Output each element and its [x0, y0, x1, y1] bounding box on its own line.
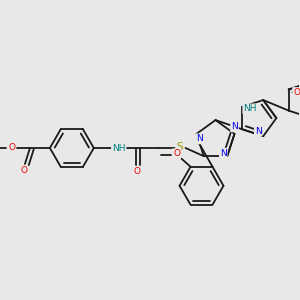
Text: N: N: [220, 149, 226, 158]
Text: NH: NH: [112, 143, 125, 152]
Text: O: O: [293, 88, 300, 97]
Text: N: N: [231, 122, 238, 131]
Text: N: N: [196, 134, 203, 143]
Text: O: O: [8, 142, 16, 152]
Text: O: O: [20, 167, 27, 176]
Text: O: O: [173, 149, 180, 158]
Text: O: O: [133, 167, 140, 176]
Text: S: S: [176, 142, 183, 152]
Text: N: N: [255, 127, 262, 136]
Text: NH: NH: [243, 104, 257, 113]
